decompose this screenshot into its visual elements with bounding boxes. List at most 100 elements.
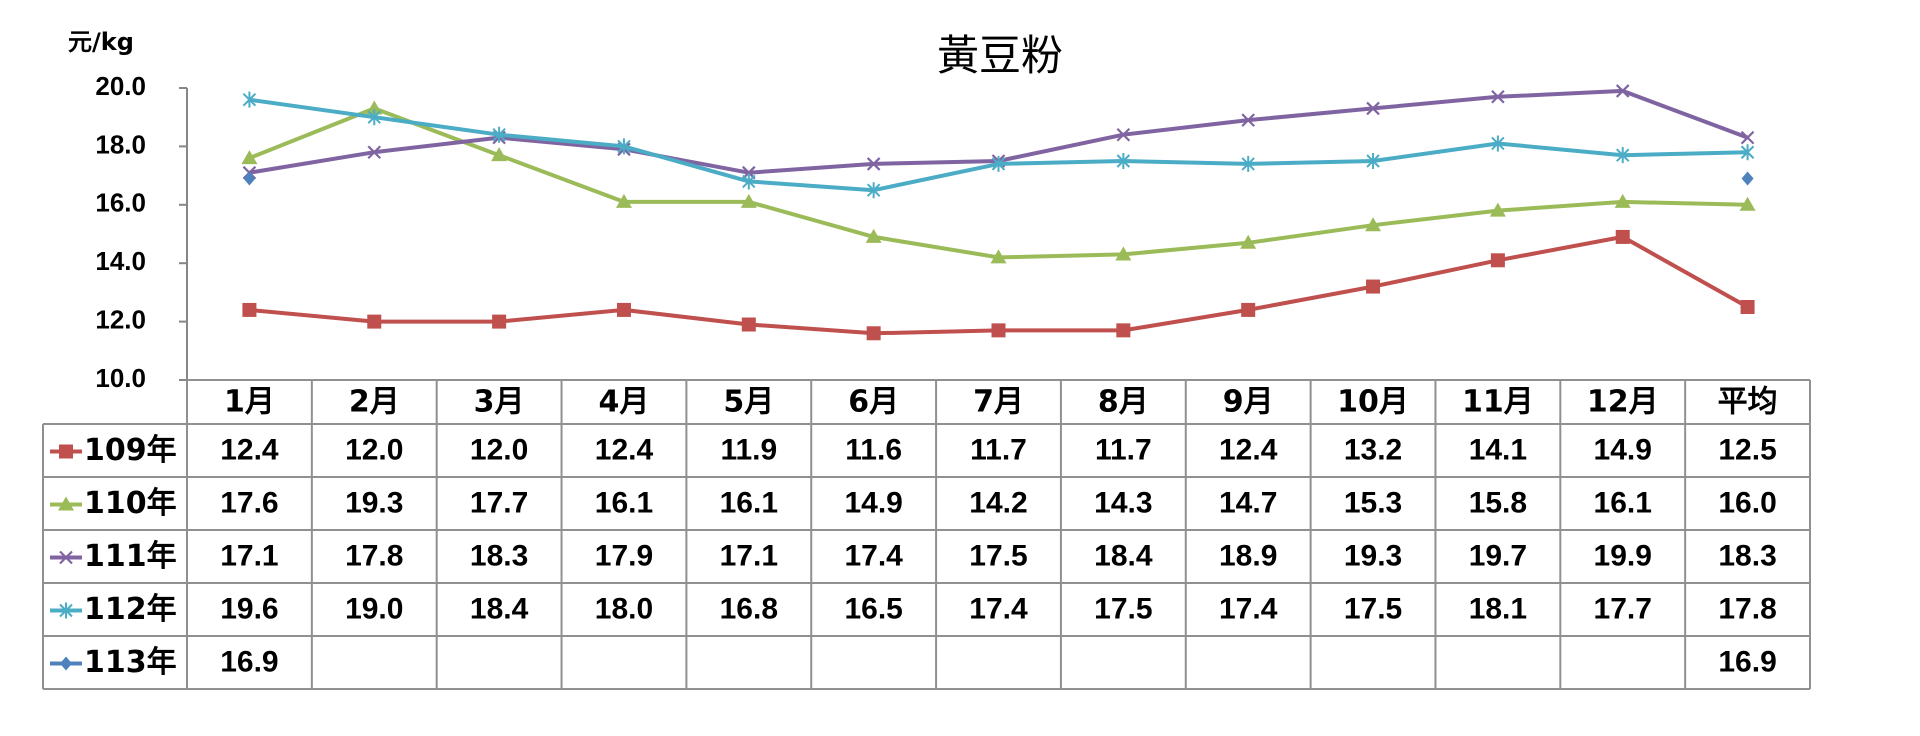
category-label: 11月 <box>1462 385 1534 420</box>
category-label: 7月 <box>973 385 1024 420</box>
data-label: 14.9 <box>1594 433 1652 466</box>
data-point <box>1116 153 1131 169</box>
data-point <box>1240 234 1257 249</box>
star-marker <box>1241 155 1255 172</box>
data-label: 16.5 <box>844 592 902 625</box>
data-point <box>1740 130 1755 145</box>
data-label: 18.3 <box>1718 539 1776 572</box>
y-tick-label: 16.0 <box>95 188 146 218</box>
triangle-marker <box>1365 217 1382 232</box>
data-label: 12.4 <box>1219 433 1278 466</box>
data-label: 18.3 <box>470 539 528 572</box>
axes-group: 20.0 18.0 16.0 14.0 12.0 10.0 <box>95 71 188 393</box>
data-label: 15.8 <box>1469 486 1527 519</box>
legend-label: 109年 <box>84 433 177 468</box>
data-point <box>241 150 258 165</box>
triangle-marker <box>491 147 508 162</box>
square-marker <box>1740 300 1755 314</box>
data-point <box>616 302 631 317</box>
star-marker <box>1740 144 1755 161</box>
square-marker <box>866 326 881 341</box>
data-point <box>865 228 882 243</box>
square-marker <box>1490 253 1505 268</box>
data-point <box>617 138 631 155</box>
triangle-marker <box>1115 246 1132 261</box>
data-label: 14.9 <box>844 486 902 519</box>
data-point <box>1741 171 1754 186</box>
y-tick-label: 10.0 <box>95 363 146 393</box>
legend-label: 112年 <box>84 592 177 627</box>
data-label: 18.4 <box>470 592 529 625</box>
triangle-marker <box>865 228 882 243</box>
data-point <box>1489 202 1506 217</box>
category-label: 6月 <box>848 385 899 420</box>
data-label: 17.7 <box>1594 592 1652 625</box>
data-point <box>492 126 506 143</box>
data-point <box>491 147 508 162</box>
data-point <box>242 91 257 108</box>
triangle-marker <box>990 249 1007 264</box>
square-marker <box>1366 279 1381 294</box>
category-label: 5月 <box>723 385 774 420</box>
data-point <box>1241 113 1255 127</box>
data-label: 17.5 <box>969 539 1027 572</box>
data-point <box>741 317 756 332</box>
data-label: 14.7 <box>1219 486 1277 519</box>
y-tick-label: 12.0 <box>95 304 146 334</box>
diamond-marker <box>60 656 72 671</box>
data-point <box>1365 217 1382 232</box>
y-tick-label: 20.0 <box>95 71 146 101</box>
legend-key-marker <box>59 444 73 459</box>
triangle-marker <box>740 193 757 208</box>
data-label: 14.3 <box>1094 486 1152 519</box>
data-label: 12.5 <box>1718 433 1776 466</box>
x-marker <box>1116 127 1131 142</box>
x-marker <box>1491 89 1505 104</box>
legend-key-marker <box>59 602 73 619</box>
legend-label: 110年 <box>84 486 177 521</box>
data-point <box>1614 193 1631 208</box>
data-point <box>492 314 507 329</box>
data-label: 16.9 <box>1718 645 1776 678</box>
category-label: 3月 <box>474 385 525 420</box>
square-marker <box>1241 302 1256 317</box>
square-marker <box>741 317 756 332</box>
legend-key-marker <box>58 496 74 511</box>
square-marker <box>492 314 507 329</box>
data-point <box>740 193 757 208</box>
square-marker <box>616 302 631 317</box>
square-marker <box>1615 229 1630 244</box>
data-point <box>990 249 1007 264</box>
data-label: 14.2 <box>969 486 1027 519</box>
square-marker <box>242 302 257 317</box>
data-point <box>367 314 382 329</box>
data-point <box>1241 155 1255 172</box>
diamond-marker <box>1741 171 1754 186</box>
category-label: 12月 <box>1587 385 1659 420</box>
data-label: 13.2 <box>1344 433 1402 466</box>
data-point <box>1740 300 1755 314</box>
triangle-marker <box>1240 234 1257 249</box>
square-marker <box>59 444 73 459</box>
star-marker <box>1491 135 1505 152</box>
data-label: 19.6 <box>220 592 278 625</box>
data-label: 17.4 <box>844 539 903 572</box>
data-label: 17.8 <box>1718 592 1776 625</box>
triangle-marker <box>58 496 74 511</box>
data-point <box>367 109 381 126</box>
data-label: 16.1 <box>1594 486 1652 519</box>
star-marker <box>492 126 506 143</box>
data-label: 16.0 <box>1718 486 1776 519</box>
data-label: 19.9 <box>1594 539 1652 572</box>
x-marker <box>367 145 382 160</box>
data-label: 19.0 <box>345 592 403 625</box>
data-point <box>866 326 881 341</box>
data-label: 19.3 <box>1344 539 1402 572</box>
data-label: 17.5 <box>1094 592 1152 625</box>
data-label: 17.5 <box>1344 592 1402 625</box>
y-axis-unit-label: 元/kg <box>68 28 134 56</box>
star-marker <box>1616 147 1630 164</box>
star-marker <box>617 138 631 155</box>
data-point <box>1366 101 1380 116</box>
data-label: 18.9 <box>1219 539 1277 572</box>
